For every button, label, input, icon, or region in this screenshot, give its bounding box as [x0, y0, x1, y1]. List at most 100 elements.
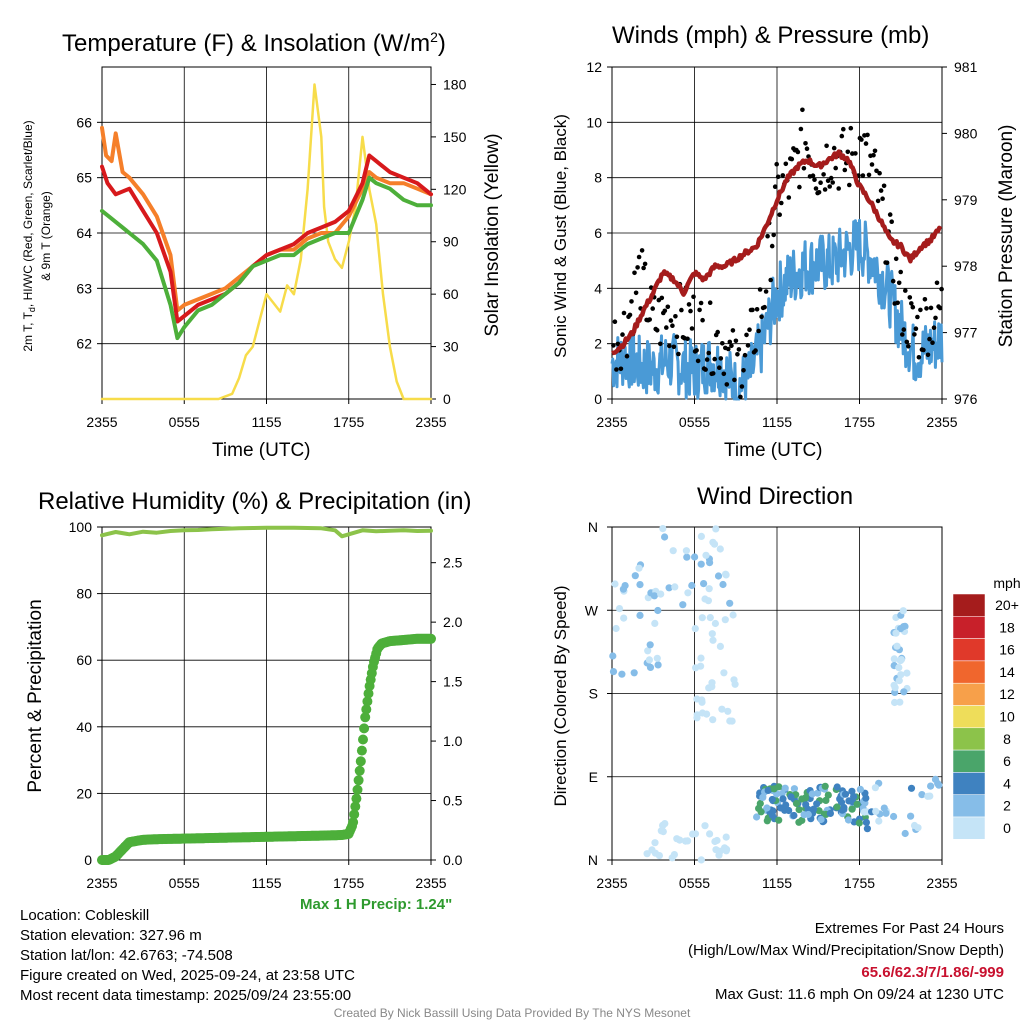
gust-point — [742, 352, 748, 358]
rh-ytick-label: 0 — [84, 852, 92, 868]
elevation-text: Station elevation: 327.96 m — [20, 927, 202, 944]
gust-point — [813, 186, 819, 191]
gust-point — [875, 198, 881, 204]
temp-xlabel: Time (UTC) — [212, 440, 311, 461]
temp-ytick-right-label: 120 — [443, 181, 467, 197]
dir-ytick-label: S — [589, 686, 598, 702]
gust-point — [671, 344, 677, 350]
gust-point — [900, 332, 905, 337]
legend-label: 0 — [1003, 820, 1011, 836]
extremes-subtitle: (High/Low/Max Wind/Precipitation/Snow De… — [688, 942, 1004, 959]
direction-point — [897, 656, 906, 664]
gust-point — [877, 170, 882, 176]
gust-point — [647, 317, 652, 322]
temp-ytick-label: 62 — [76, 336, 92, 352]
gust-point — [700, 317, 705, 323]
direction-point — [712, 525, 720, 533]
direction-point — [815, 807, 823, 815]
gust-point — [775, 174, 781, 180]
gust-point — [795, 149, 801, 155]
legend-swatch — [952, 682, 986, 706]
direction-point — [620, 614, 628, 622]
rh-ytick-label: 80 — [76, 586, 92, 602]
gust-point — [804, 146, 810, 151]
direction-point — [698, 614, 706, 622]
wind-ytick-label: 2 — [594, 336, 602, 352]
legend-label: 20+ — [995, 597, 1019, 613]
precip-point — [359, 723, 370, 734]
direction-point — [821, 782, 829, 790]
gust-point — [803, 141, 808, 146]
dir-xtick-label: 1155 — [762, 875, 792, 891]
gust-point — [729, 343, 734, 349]
direction-point — [644, 647, 652, 655]
temp-ytick-label: 64 — [76, 225, 92, 241]
direction-point — [645, 656, 654, 664]
gust-point — [772, 184, 778, 189]
gust-point — [824, 143, 829, 149]
direction-point — [833, 803, 841, 811]
direction-point — [768, 795, 776, 804]
gust-point — [697, 307, 702, 313]
direction-point — [855, 819, 863, 827]
gust-point — [667, 343, 672, 349]
gust-point — [827, 184, 832, 189]
gust-point — [901, 327, 907, 332]
gust-point — [872, 148, 878, 154]
gust-point — [668, 318, 674, 323]
gust-point — [768, 277, 773, 283]
direction-point — [800, 811, 808, 819]
gust-point — [726, 346, 731, 352]
rh-ytick-right-label: 1.5 — [443, 674, 463, 690]
direction-point — [693, 711, 701, 719]
direction-point — [609, 652, 617, 660]
direction-point — [683, 553, 691, 561]
direction-point — [615, 605, 624, 613]
extremes-values: 65.6/62.3/7/1.86/-999 — [861, 964, 1004, 981]
direction-point — [682, 547, 691, 555]
series-solar-insolation-line — [100, 83, 433, 401]
gust-point — [744, 332, 749, 338]
direction-point — [824, 791, 832, 799]
wind-xtick-label: 2355 — [926, 414, 957, 430]
legend-label: 10 — [999, 709, 1015, 725]
gust-point — [865, 132, 870, 138]
gust-point — [662, 308, 668, 314]
direction-point — [643, 850, 651, 858]
wind-ylabel-left: Sonic Wind & Gust (Blue, Black) — [551, 114, 570, 358]
legend-label: 4 — [1003, 775, 1011, 791]
precip-point — [353, 775, 364, 786]
temp-xtick-label: 0555 — [169, 414, 200, 430]
precip-point — [354, 765, 365, 776]
gust-point — [916, 355, 922, 360]
direction-point — [862, 818, 871, 827]
direction-point — [713, 836, 721, 845]
gust-point — [907, 295, 913, 300]
direction-point — [768, 811, 776, 819]
temp-ytick-right-label: 0 — [443, 391, 451, 407]
wind-ylabel-right: Station Pressure (Maroon) — [996, 124, 1017, 348]
gust-point — [880, 196, 885, 201]
gust-point — [762, 304, 767, 310]
precip-point — [356, 745, 367, 756]
direction-point — [618, 670, 626, 678]
series-td-line — [100, 175, 433, 341]
gust-point — [937, 305, 943, 311]
wind-ytick-label: 8 — [594, 170, 602, 186]
gust-point — [915, 314, 920, 320]
direction-point — [697, 532, 706, 541]
gust-point — [676, 351, 681, 357]
gust-point — [724, 382, 730, 387]
temp-ytick-right-label: 30 — [443, 339, 459, 355]
gust-point — [836, 186, 841, 191]
gust-point — [715, 329, 720, 335]
gust-point — [800, 107, 805, 113]
direction-point — [729, 611, 737, 619]
gust-point — [659, 295, 665, 301]
wind-ytick-label: 10 — [586, 114, 602, 130]
gust-point — [869, 162, 875, 167]
direction-point — [778, 790, 786, 798]
wind-ytick-right-label: 977 — [954, 325, 978, 341]
gust-point — [717, 365, 722, 371]
direction-point — [636, 611, 644, 620]
